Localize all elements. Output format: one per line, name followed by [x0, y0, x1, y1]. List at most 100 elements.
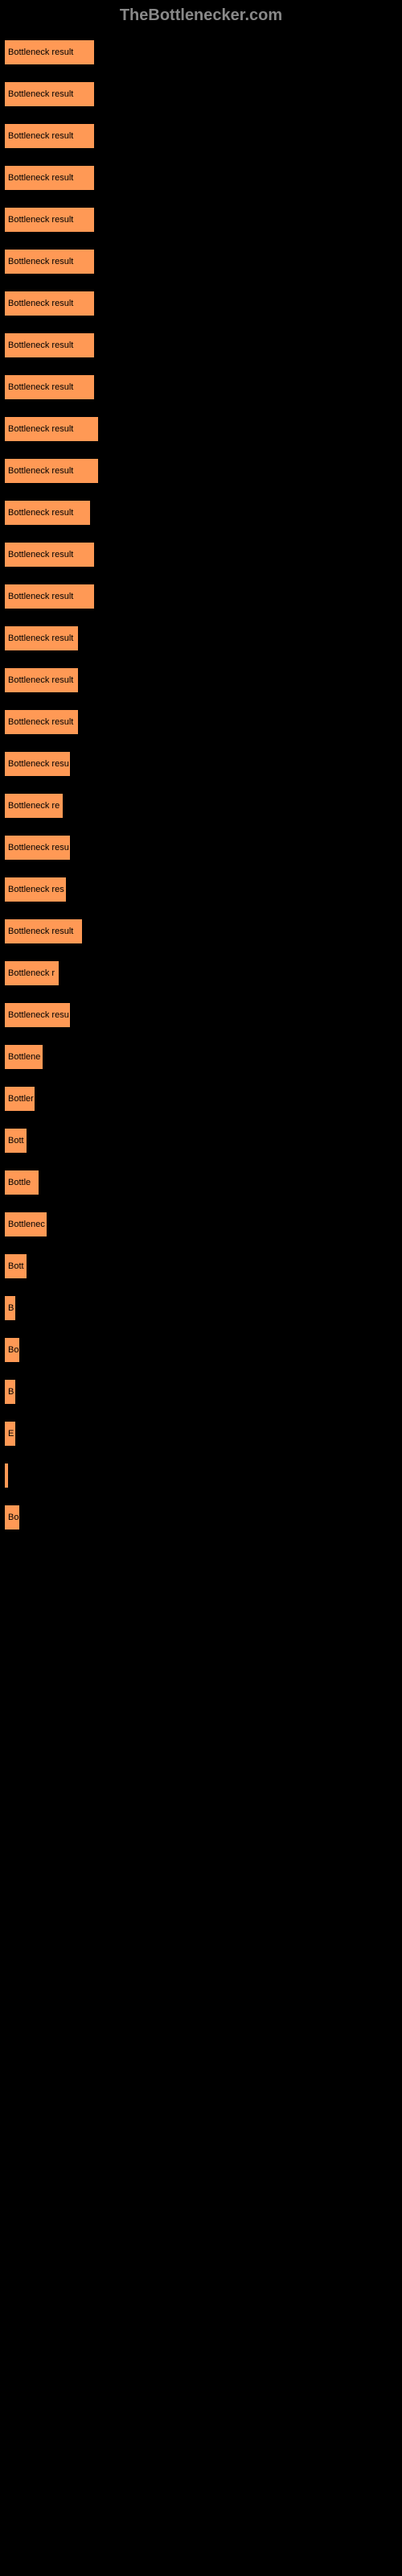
- bottleneck-bar[interactable]: Bottleneck result: [4, 500, 91, 526]
- bottleneck-bar[interactable]: Bo: [4, 1505, 20, 1530]
- bottleneck-bar[interactable]: E: [4, 1421, 16, 1447]
- bar-wrapper: Bottleneck result: [4, 542, 398, 568]
- bottleneck-bar[interactable]: Bo: [4, 1337, 20, 1363]
- bar-text: Bottle: [8, 1178, 31, 1187]
- bottleneck-bar[interactable]: Bottleneck result: [4, 332, 95, 358]
- bar-row: Bottleneck result: [4, 542, 398, 568]
- bar-wrapper: Bottleneck result: [4, 919, 398, 944]
- bar-text: Bottleneck resu: [8, 843, 69, 852]
- bar-text: Bottleneck result: [8, 299, 73, 308]
- bar-row: Bo: [4, 1337, 398, 1363]
- bar-row: Bottleneck r: [4, 960, 398, 986]
- bottleneck-bar[interactable]: B: [4, 1295, 16, 1321]
- site-title: TheBottlenecker.com: [120, 6, 282, 24]
- bottleneck-bar[interactable]: Bottleneck result: [4, 584, 95, 609]
- bottleneck-bar[interactable]: Bottleneck result: [4, 919, 83, 944]
- bar-text: Bott: [8, 1136, 24, 1146]
- bar-text: Bottleneck result: [8, 382, 73, 392]
- bar-row: Bottleneck result: [4, 81, 398, 107]
- bottleneck-bar[interactable]: Bottle: [4, 1170, 39, 1195]
- bottleneck-bar[interactable]: Bott: [4, 1253, 27, 1279]
- bottleneck-bar[interactable]: Bottleneck result: [4, 165, 95, 191]
- bar-text: Bottlene: [8, 1052, 40, 1062]
- bottleneck-bar[interactable]: Bottleneck result: [4, 374, 95, 400]
- bottleneck-bar[interactable]: Bottleneck result: [4, 249, 95, 275]
- bar-row: Bottleneck result: [4, 291, 398, 316]
- bottleneck-bar[interactable]: Bottleneck re: [4, 793, 64, 819]
- bar-row: Bottleneck result: [4, 709, 398, 735]
- bottleneck-bar[interactable]: Bottleneck result: [4, 416, 99, 442]
- bar-wrapper: Bottleneck result: [4, 416, 398, 442]
- bar-wrapper: B: [4, 1295, 398, 1321]
- bottleneck-bar[interactable]: Bottleneck result: [4, 709, 79, 735]
- bar-wrapper: E: [4, 1421, 398, 1447]
- bar-wrapper: Bottleneck re: [4, 793, 398, 819]
- bar-text: Bottleneck result: [8, 592, 73, 601]
- bottleneck-bar[interactable]: Bott: [4, 1128, 27, 1154]
- bar-row: Bo: [4, 1505, 398, 1530]
- bar-row: Bottleneck result: [4, 39, 398, 65]
- bar-text: Bottleneck result: [8, 173, 73, 183]
- bar-text: Bottleneck result: [8, 341, 73, 350]
- bar-row: Bottleneck result: [4, 123, 398, 149]
- bottleneck-bar[interactable]: Bottleneck result: [4, 123, 95, 149]
- bar-text: E: [8, 1429, 14, 1439]
- bar-text: Bottleneck result: [8, 424, 73, 434]
- bar-text: Bottleneck result: [8, 89, 73, 99]
- bottleneck-bar[interactable]: Bottlenec: [4, 1212, 47, 1237]
- bar-wrapper: Bottleneck result: [4, 123, 398, 149]
- bar-row: [4, 1463, 398, 1488]
- bar-row: E: [4, 1421, 398, 1447]
- bar-text: Bottler: [8, 1094, 34, 1104]
- bar-text: Bottlenec: [8, 1220, 45, 1229]
- bar-row: Bottleneck result: [4, 416, 398, 442]
- bottleneck-bar[interactable]: Bottleneck result: [4, 81, 95, 107]
- bar-text: Bottleneck result: [8, 927, 73, 936]
- bar-wrapper: Bottleneck result: [4, 81, 398, 107]
- bar-text: Bottleneck resu: [8, 759, 69, 769]
- bar-row: Bottleneck re: [4, 793, 398, 819]
- bar-wrapper: Bottleneck result: [4, 291, 398, 316]
- bar-wrapper: Bottleneck result: [4, 458, 398, 484]
- bottleneck-bar[interactable]: B: [4, 1379, 16, 1405]
- bar-wrapper: Bottlenec: [4, 1212, 398, 1237]
- bottleneck-bar[interactable]: Bottleneck r: [4, 960, 59, 986]
- bottleneck-bar[interactable]: Bottleneck result: [4, 625, 79, 651]
- bar-text: Bottleneck result: [8, 466, 73, 476]
- bottleneck-bar[interactable]: Bottleneck resu: [4, 751, 71, 777]
- bar-wrapper: Bott: [4, 1128, 398, 1154]
- bottleneck-bar[interactable]: Bottleneck res: [4, 877, 67, 902]
- bar-wrapper: Bottleneck result: [4, 207, 398, 233]
- bottleneck-bar[interactable]: Bottler: [4, 1086, 35, 1112]
- bottleneck-bar[interactable]: Bottleneck resu: [4, 1002, 71, 1028]
- bar-text: Bottleneck result: [8, 131, 73, 141]
- bar-wrapper: Bo: [4, 1337, 398, 1363]
- bar-row: Bottler: [4, 1086, 398, 1112]
- bottleneck-bar[interactable]: Bottleneck result: [4, 458, 99, 484]
- bar-row: Bottleneck result: [4, 374, 398, 400]
- bar-wrapper: B: [4, 1379, 398, 1405]
- bar-row: Bottleneck result: [4, 584, 398, 609]
- bar-row: Bottleneck result: [4, 919, 398, 944]
- bar-wrapper: Bo: [4, 1505, 398, 1530]
- bar-wrapper: Bottleneck result: [4, 165, 398, 191]
- bar-row: Bottleneck result: [4, 249, 398, 275]
- bar-wrapper: Bottleneck result: [4, 500, 398, 526]
- bottleneck-bar[interactable]: Bottlene: [4, 1044, 43, 1070]
- bottleneck-bar[interactable]: Bottleneck resu: [4, 835, 71, 861]
- bar-text: Bottleneck result: [8, 257, 73, 266]
- bar-wrapper: [4, 1463, 398, 1488]
- bar-row: Bottleneck resu: [4, 835, 398, 861]
- bar-wrapper: Bottleneck result: [4, 374, 398, 400]
- bar-wrapper: Bottleneck r: [4, 960, 398, 986]
- bottleneck-bar[interactable]: Bottleneck result: [4, 207, 95, 233]
- bar-row: Bottleneck result: [4, 207, 398, 233]
- bottleneck-bar[interactable]: [4, 1463, 9, 1488]
- bar-row: Bottleneck resu: [4, 751, 398, 777]
- bottleneck-bar[interactable]: Bottleneck result: [4, 667, 79, 693]
- bottleneck-bar[interactable]: Bottleneck result: [4, 542, 95, 568]
- bottleneck-bar[interactable]: Bottleneck result: [4, 291, 95, 316]
- bottleneck-bar[interactable]: Bottleneck result: [4, 39, 95, 65]
- bar-row: Bottleneck result: [4, 667, 398, 693]
- bar-row: Bottlene: [4, 1044, 398, 1070]
